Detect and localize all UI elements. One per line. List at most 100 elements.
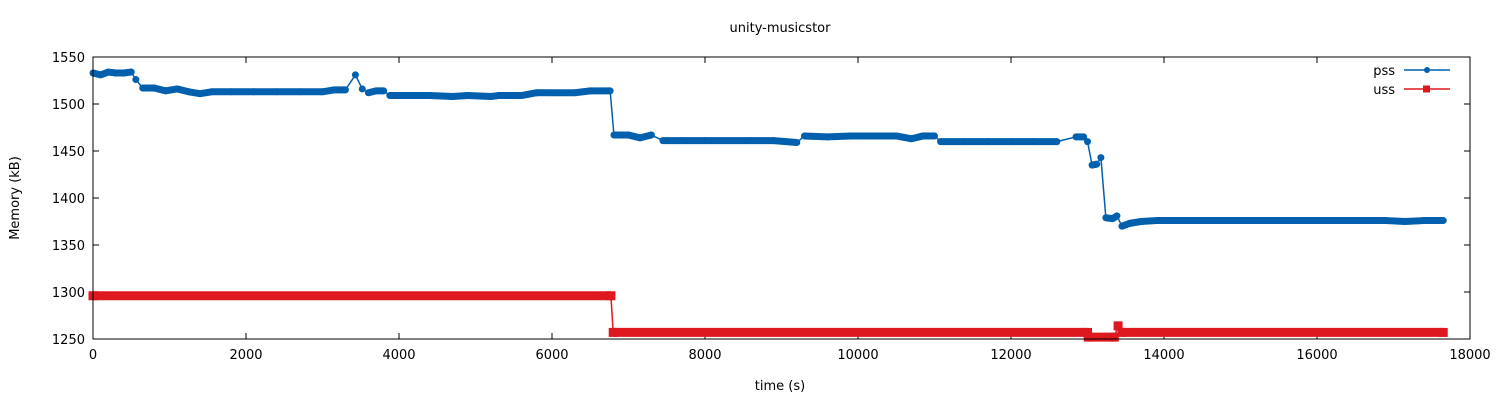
pss-point — [1290, 217, 1298, 225]
pss-point — [571, 89, 579, 97]
pss-point — [227, 88, 235, 96]
pss-point — [1313, 217, 1321, 225]
legend: pss uss — [1373, 64, 1450, 98]
pss-point — [112, 69, 120, 77]
pss-point — [330, 86, 338, 94]
pss-point — [908, 135, 916, 143]
uss-point — [1117, 327, 1127, 337]
pss-point — [1267, 217, 1275, 225]
x-tick-label: 0 — [89, 348, 97, 363]
uss-point — [1083, 332, 1093, 342]
x-tick-label: 2000 — [229, 348, 262, 363]
pss-point — [1198, 217, 1206, 225]
y-tick-label: 1300 — [52, 286, 85, 301]
pss-point — [823, 133, 831, 141]
y-tick-label: 1550 — [52, 51, 85, 66]
pss-point — [1420, 217, 1428, 225]
pss-point — [793, 139, 801, 147]
pss-point — [517, 92, 525, 100]
pss-point — [1093, 160, 1101, 168]
pss-point — [1382, 217, 1390, 225]
pss-point — [1080, 133, 1088, 141]
pss-point — [1030, 138, 1038, 146]
pss-point — [701, 137, 709, 145]
pss-point — [1401, 218, 1409, 225]
pss-point — [494, 92, 502, 100]
pss-point — [1244, 217, 1252, 225]
x-axis-label: time (s) — [755, 379, 805, 394]
pss-point — [1439, 217, 1447, 225]
pss-point — [937, 138, 945, 146]
pss-point — [104, 68, 112, 76]
pss-point — [1118, 222, 1126, 230]
pss-marker-band — [773, 137, 798, 147]
y-axis-label: Memory (kB) — [8, 156, 23, 240]
pss-point — [208, 88, 216, 96]
pss-point — [380, 87, 388, 95]
pss-point — [364, 89, 372, 97]
series-layer — [88, 68, 1448, 342]
pss-point — [1359, 217, 1367, 225]
pss-point — [250, 88, 258, 96]
pss-point — [196, 90, 204, 98]
x-tick-label: 8000 — [688, 348, 721, 363]
pss-point — [358, 85, 366, 93]
pss-point — [273, 88, 281, 96]
pss-marker-band — [827, 132, 851, 141]
pss-point — [1007, 138, 1015, 146]
pss-point — [533, 89, 541, 97]
pss-point — [132, 76, 140, 84]
pss-point — [678, 137, 686, 145]
pss-point — [1336, 217, 1344, 225]
pss-point — [487, 92, 495, 100]
chart-title: unity-musicstor — [730, 21, 832, 36]
pss-point — [319, 88, 326, 96]
pss-point — [892, 132, 900, 140]
x-tick-label: 4000 — [382, 348, 415, 363]
uss-point — [1109, 332, 1119, 342]
pss-point — [1097, 154, 1105, 162]
pss-point — [139, 84, 147, 92]
pss-point — [659, 137, 667, 145]
pss-point — [606, 87, 614, 95]
pss-point — [150, 84, 158, 92]
pss-point — [1175, 217, 1183, 225]
pss-point — [1113, 212, 1121, 220]
pss-point — [636, 134, 644, 142]
legend-marker — [1424, 67, 1430, 73]
x-tick-label: 14000 — [1143, 348, 1184, 363]
legend-label: uss — [1373, 83, 1395, 98]
uss-point — [1113, 321, 1123, 331]
series-pss — [89, 68, 1447, 230]
pss-point — [127, 68, 135, 76]
pss-point — [162, 87, 170, 95]
pss-point — [1152, 217, 1160, 225]
pss-marker-band — [429, 92, 453, 100]
pss-point — [1221, 217, 1229, 225]
pss-point — [586, 87, 594, 95]
pss-point — [931, 132, 938, 140]
pss-point — [386, 92, 394, 100]
pss-marker-band — [467, 92, 491, 100]
pss-point — [464, 92, 472, 100]
pss-point — [724, 137, 732, 145]
plot-frame — [92, 56, 1471, 340]
legend-label: pss — [1373, 64, 1395, 79]
x-tick-label: 10000 — [837, 348, 878, 363]
uss-point — [1083, 327, 1092, 337]
pss-point — [919, 132, 927, 140]
pss-point — [173, 85, 181, 93]
pss-point — [1126, 219, 1134, 227]
pss-point — [800, 132, 808, 140]
pss-point — [1084, 138, 1091, 146]
axis-ticks: 0 2000 4000 6000 8000 10000 12000 14000 16000 180… — [52, 51, 1491, 363]
pss-point — [610, 131, 618, 139]
x-tick-label: 16000 — [1296, 348, 1337, 363]
pss-point — [341, 86, 349, 94]
pss-point — [97, 71, 105, 79]
legend-item-pss: pss — [1373, 64, 1450, 79]
y-tick-label: 1450 — [52, 145, 85, 160]
pss-point — [351, 71, 359, 79]
uss-point — [608, 327, 618, 337]
